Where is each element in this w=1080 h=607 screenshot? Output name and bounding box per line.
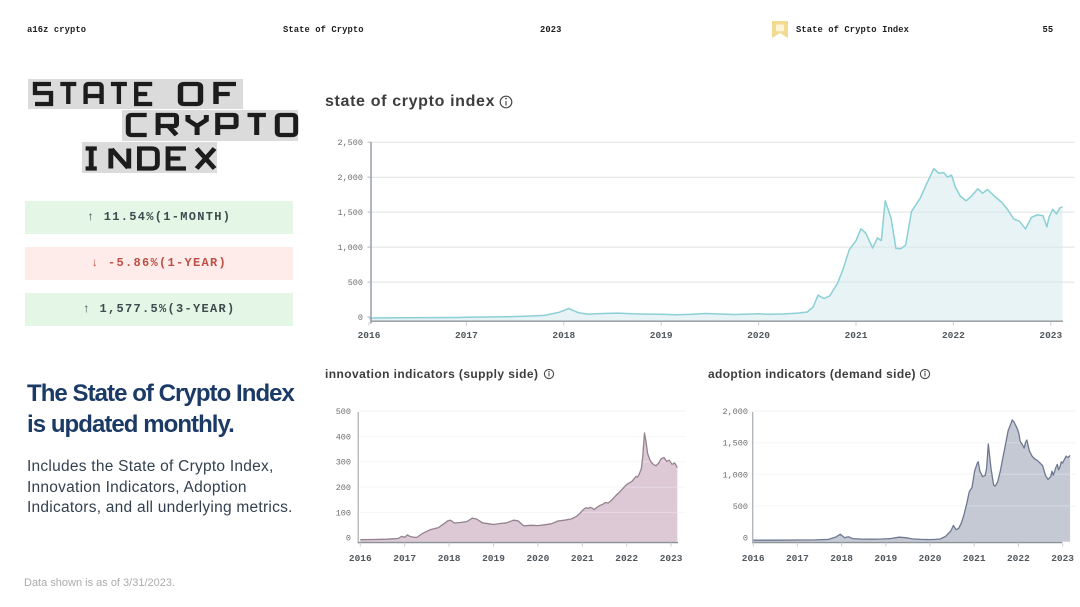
svg-text:0: 0	[743, 534, 748, 544]
svg-text:2023: 2023	[660, 553, 683, 564]
svg-text:2019: 2019	[482, 553, 505, 564]
svg-text:2019: 2019	[874, 553, 897, 564]
svg-text:2021: 2021	[571, 553, 594, 564]
svg-text:2022: 2022	[615, 553, 638, 564]
svg-text:500: 500	[336, 407, 351, 417]
svg-text:1,500: 1,500	[337, 208, 363, 218]
svg-text:2016: 2016	[349, 553, 372, 564]
svg-text:2022: 2022	[942, 330, 965, 341]
svg-text:2018: 2018	[438, 553, 461, 564]
svg-text:2017: 2017	[455, 330, 478, 341]
svg-text:100: 100	[336, 508, 351, 518]
svg-text:2018: 2018	[830, 553, 853, 564]
svg-text:2020: 2020	[919, 553, 942, 564]
svg-text:2,000: 2,000	[337, 173, 363, 183]
svg-text:1,500: 1,500	[722, 439, 748, 449]
svg-text:1,000: 1,000	[722, 470, 748, 480]
svg-text:200: 200	[336, 483, 351, 493]
svg-text:2018: 2018	[552, 330, 575, 341]
svg-text:2021: 2021	[845, 330, 868, 341]
svg-text:2019: 2019	[650, 330, 673, 341]
svg-text:2020: 2020	[526, 553, 549, 564]
svg-text:2023: 2023	[1051, 553, 1074, 564]
svg-text:300: 300	[336, 458, 351, 468]
svg-text:2,000: 2,000	[722, 407, 748, 417]
svg-text:400: 400	[336, 432, 351, 442]
svg-text:500: 500	[733, 502, 748, 512]
svg-text:2016: 2016	[358, 330, 381, 341]
svg-text:2,500: 2,500	[337, 138, 363, 148]
svg-text:2020: 2020	[747, 330, 770, 341]
svg-text:2017: 2017	[786, 553, 809, 564]
svg-text:2023: 2023	[1039, 330, 1062, 341]
svg-text:2021: 2021	[963, 553, 986, 564]
svg-text:2022: 2022	[1007, 553, 1030, 564]
svg-text:2017: 2017	[393, 553, 416, 564]
svg-text:1,000: 1,000	[337, 243, 363, 253]
svg-text:500: 500	[348, 278, 363, 288]
svg-text:0: 0	[346, 534, 351, 544]
svg-text:0: 0	[358, 313, 363, 323]
svg-text:2016: 2016	[742, 553, 765, 564]
